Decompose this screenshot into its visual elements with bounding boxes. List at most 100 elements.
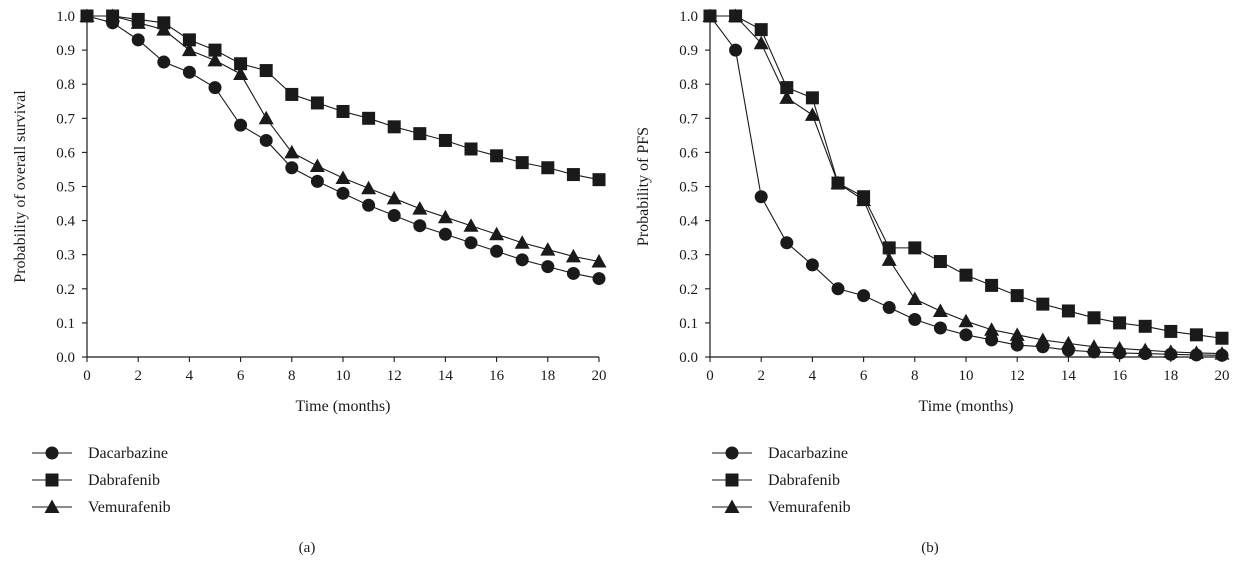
data-point <box>310 96 324 110</box>
data-point <box>490 244 504 258</box>
x-tick-label: 8 <box>288 368 296 384</box>
legend-marker <box>45 473 59 487</box>
data-point <box>438 227 452 241</box>
data-point <box>908 241 922 255</box>
data-point <box>729 43 743 57</box>
data-point <box>541 260 555 274</box>
data-point <box>258 110 274 125</box>
legend-item: Dabrafenib <box>32 472 160 489</box>
data-point <box>856 192 872 207</box>
y-tick-label: 0.5 <box>56 180 75 196</box>
x-tick-label: 0 <box>83 368 91 384</box>
panel-label: (a) <box>299 540 316 556</box>
y-tick-label: 0.6 <box>679 145 698 161</box>
y-tick-label: 0.2 <box>679 282 698 298</box>
data-point <box>1138 319 1152 333</box>
data-point <box>181 42 197 57</box>
data-point <box>1214 346 1230 360</box>
data-point <box>515 253 529 267</box>
data-point <box>984 322 1000 336</box>
data-point <box>804 107 820 121</box>
data-point <box>1164 324 1178 338</box>
data-point <box>1087 311 1101 325</box>
legend-marker <box>44 499 60 513</box>
x-tick-label: 12 <box>1010 368 1025 384</box>
x-tick-label: 6 <box>237 368 245 384</box>
data-point <box>933 321 947 335</box>
data-point <box>285 161 299 175</box>
data-point <box>234 118 248 132</box>
panel-a: 0 2 4 6 8 10 12 14 16 18 20 0.0 0.1 0.2 0.3 0.4 0.5 0.6 0.… <box>12 8 607 556</box>
y-tick-label: 0.3 <box>679 248 698 264</box>
legend: Dacarbazine Dabrafenib Vemurafenib <box>32 445 171 516</box>
data-point <box>805 91 819 105</box>
legend-marker <box>45 446 59 460</box>
data-point <box>1215 331 1229 345</box>
data-point <box>156 22 172 36</box>
data-point <box>207 52 223 67</box>
data-point <box>1010 289 1024 303</box>
y-tick-label: 0.7 <box>56 111 75 127</box>
data-point <box>985 333 999 347</box>
data-point <box>1009 327 1025 341</box>
series-dacarbazine <box>703 9 1229 362</box>
data-point <box>1189 328 1203 342</box>
data-point <box>259 64 273 78</box>
data-point <box>362 198 376 212</box>
series-line <box>710 15 1223 355</box>
legend-marker <box>724 499 740 513</box>
legend-marker <box>725 473 739 487</box>
y-axis-title: Probability of PFS <box>635 127 652 246</box>
data-point <box>387 208 401 222</box>
data-point <box>130 15 146 29</box>
data-point <box>464 236 478 250</box>
data-point <box>79 8 95 22</box>
data-point <box>540 242 556 256</box>
y-tick-label: 0.0 <box>679 350 698 366</box>
series-line <box>87 15 600 181</box>
data-point <box>592 173 606 187</box>
y-tick-label: 1.0 <box>679 9 698 25</box>
x-tick-label: 4 <box>186 368 194 384</box>
data-point <box>592 272 606 286</box>
y-tick-label: 1.0 <box>56 9 75 25</box>
data-point <box>463 218 479 232</box>
data-point <box>1036 297 1050 311</box>
data-point <box>413 219 427 233</box>
series-line <box>87 15 600 263</box>
series-dacarbazine <box>80 9 606 286</box>
x-tick-label: 16 <box>1112 368 1128 384</box>
x-axis-title: Time (months) <box>296 398 391 415</box>
data-point <box>830 175 846 190</box>
data-point <box>335 170 351 184</box>
data-point <box>566 266 580 280</box>
x-tick-label: 0 <box>706 368 714 384</box>
data-point <box>933 255 947 269</box>
y-tick-label: 0.3 <box>56 248 75 264</box>
data-point <box>514 235 530 249</box>
data-point <box>779 90 795 104</box>
x-tick-label: 6 <box>860 368 868 384</box>
data-point <box>387 120 401 134</box>
y-tick-label: 0.0 <box>56 350 75 366</box>
x-tick-label: 18 <box>540 368 555 384</box>
data-point <box>1188 345 1204 359</box>
legend-item: Vemurafenib <box>32 499 171 516</box>
y-tick-label: 0.6 <box>56 145 75 161</box>
legend-label: Dacarbazine <box>88 445 168 462</box>
legend-item: Dacarbazine <box>32 445 168 462</box>
y-tick-label: 0.4 <box>56 214 75 230</box>
data-point <box>985 278 999 292</box>
data-point <box>285 87 299 101</box>
data-point <box>780 236 794 250</box>
data-point <box>1112 340 1128 355</box>
data-point <box>234 57 248 71</box>
data-point <box>464 142 478 156</box>
data-point <box>805 258 819 272</box>
y-tick-label: 0.7 <box>679 111 698 127</box>
y-tick-label: 0.1 <box>56 316 75 332</box>
x-tick-label: 10 <box>336 368 351 384</box>
data-point <box>702 8 718 22</box>
legend-marker <box>725 446 739 460</box>
x-tick-label: 8 <box>911 368 919 384</box>
